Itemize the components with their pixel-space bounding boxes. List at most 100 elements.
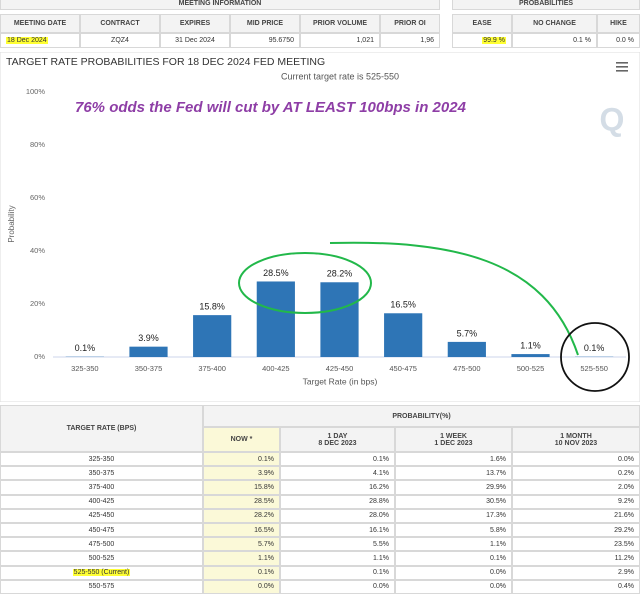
x-tick-label: 450-475 xyxy=(389,364,417,373)
table-cell-text: 0.1% xyxy=(258,456,274,463)
column-header-title: 1 WEEK xyxy=(440,433,467,440)
table-cell-text: 425-450 xyxy=(89,512,115,519)
table-cell: 4.1% xyxy=(280,466,395,480)
table-cell: 2.9% xyxy=(512,566,640,580)
table-cell-text: 17.3% xyxy=(486,512,506,519)
column-header-title: 1 DAY xyxy=(328,433,348,440)
chart-subtitle: Current target rate is 525-550 xyxy=(281,71,399,81)
menu-icon[interactable] xyxy=(616,62,628,72)
bar xyxy=(511,354,549,357)
table-cell-text: 0.0% xyxy=(373,583,389,590)
column-header: MEETING DATE xyxy=(0,14,80,33)
table-cell-text: 0.0% xyxy=(490,583,506,590)
table-cell: 5.8% xyxy=(395,523,512,537)
group-header-text: PROBABILITY(%) xyxy=(392,413,450,420)
column-header-text: MEETING DATE xyxy=(14,20,66,27)
x-tick-label: 525-550 xyxy=(580,364,608,373)
table-cell: 0.0% xyxy=(395,566,512,580)
table-cell: 350-375 xyxy=(0,466,203,480)
table-cell: 500-525 xyxy=(0,551,203,565)
column-header: TARGET RATE (BPS) xyxy=(0,405,203,452)
column-header-text: CONTRACT xyxy=(100,20,139,27)
table-cell: 5.5% xyxy=(280,537,395,551)
data-label: 15.8% xyxy=(199,302,225,312)
column-header: PRIOR OI xyxy=(380,14,440,33)
table-cell: 17.3% xyxy=(395,509,512,523)
column-header-text: HIKE xyxy=(610,20,627,27)
table-cell-text: 5.7% xyxy=(258,541,274,548)
column-header: HIKE xyxy=(597,14,640,33)
table-cell: 0.1% xyxy=(280,452,395,466)
table-cell-text: 4.1% xyxy=(373,470,389,477)
table-cell: 375-400 xyxy=(0,480,203,494)
table-cell: 0.1% xyxy=(203,452,280,466)
table-cell-text: 23.5% xyxy=(614,541,634,548)
table-cell-text: 475-500 xyxy=(89,541,115,548)
data-label: 0.1% xyxy=(584,343,605,353)
table-cell-text: 18 Dec 2024 xyxy=(6,37,48,44)
table-cell: 21.6% xyxy=(512,509,640,523)
column-header-text: TARGET RATE (BPS) xyxy=(67,425,137,432)
table-cell: 0.1% xyxy=(203,566,280,580)
table-cell-text: 99.9 % xyxy=(482,37,506,44)
column-header: EXPIRES xyxy=(160,14,230,33)
column-header: CONTRACT xyxy=(80,14,160,33)
column-header: NO CHANGE xyxy=(512,14,597,33)
table-cell: 1.1% xyxy=(203,551,280,565)
table-cell-text: 5.5% xyxy=(373,541,389,548)
table-cell: 0.1% xyxy=(280,566,395,580)
table-cell-text: 550-575 xyxy=(89,583,115,590)
column-header: MID PRICE xyxy=(230,14,300,33)
x-tick-label: 375-400 xyxy=(198,364,226,373)
table-cell-text: 11.2% xyxy=(615,555,634,562)
table-cell-text: 29.9% xyxy=(486,484,506,491)
table-title-text: PROBABILITIES xyxy=(519,0,573,7)
table-cell-text: 28.8% xyxy=(369,498,389,505)
table-cell-text: 16.5% xyxy=(254,527,274,534)
table-cell: 13.7% xyxy=(395,466,512,480)
table-cell: 29.9% xyxy=(395,480,512,494)
table-cell: 450-475 xyxy=(0,523,203,537)
y-tick-label: 100% xyxy=(26,87,46,96)
table-cell-text: 9.2% xyxy=(618,498,634,505)
table-cell: 28.2% xyxy=(203,509,280,523)
y-axis-label: Probability xyxy=(7,205,16,242)
table-cell-text: 0.1% xyxy=(490,555,506,562)
table-cell: 95.6750 xyxy=(230,33,300,48)
table-cell: 400-425 xyxy=(0,495,203,509)
table-cell: 18 Dec 2024 xyxy=(0,33,80,48)
table-cell-text: 21.6% xyxy=(614,512,634,519)
y-tick-label: 0% xyxy=(34,352,45,361)
table-cell-text: 28.0% xyxy=(369,512,389,519)
table-cell-text: 1,021 xyxy=(356,37,374,44)
table-cell: 0.0 % xyxy=(597,33,640,48)
bar xyxy=(193,315,231,357)
table-cell-text: 450-475 xyxy=(89,527,115,534)
table-cell: ZQZ4 xyxy=(80,33,160,48)
table-cell-text: 525-550 (Current) xyxy=(73,569,131,576)
table-cell-text: 325-350 xyxy=(89,456,115,463)
table-title: PROBABILITIES xyxy=(452,0,640,10)
table-cell: 525-550 (Current) xyxy=(0,566,203,580)
table-cell: 325-350 xyxy=(0,452,203,466)
table-cell: 425-450 xyxy=(0,509,203,523)
table-cell-text: 0.1% xyxy=(258,569,274,576)
table-cell: 29.2% xyxy=(512,523,640,537)
table-cell: 2.0% xyxy=(512,480,640,494)
table-cell: 1.1% xyxy=(395,537,512,551)
table-cell-text: 0.1 % xyxy=(573,37,591,44)
table-cell-text: 2.0% xyxy=(618,484,634,491)
column-header: PRIOR VOLUME xyxy=(300,14,380,33)
table-cell-text: 16.2% xyxy=(369,484,389,491)
table-cell: 16.1% xyxy=(280,523,395,537)
x-tick-label: 500-525 xyxy=(517,364,545,373)
column-header: NOW * xyxy=(203,427,280,452)
table-cell-text: 29.2% xyxy=(614,527,634,534)
table-cell-text: 0.0% xyxy=(490,569,506,576)
table-cell: 9.2% xyxy=(512,495,640,509)
column-header-text: MID PRICE xyxy=(247,20,283,27)
table-cell: 1,96 xyxy=(380,33,440,48)
data-label: 0.1% xyxy=(75,343,96,353)
bar xyxy=(320,282,358,357)
